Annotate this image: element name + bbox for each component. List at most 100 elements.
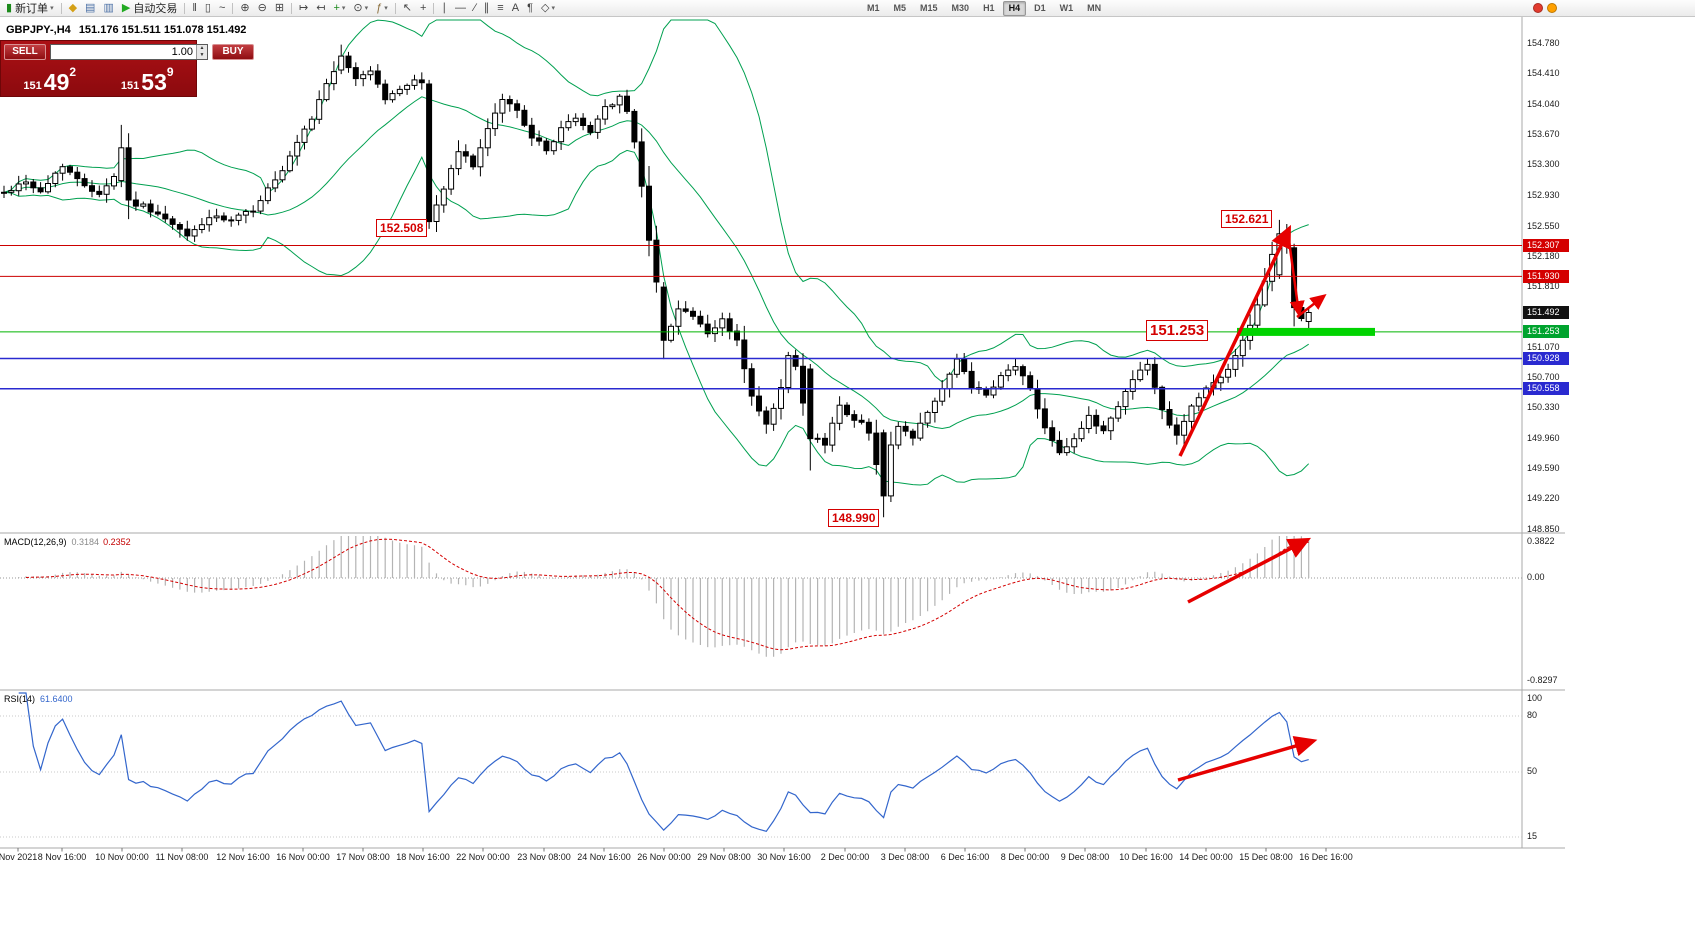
macd-axis-label: -0.8297 [1527,675,1558,685]
indicators-icon-glyph: ƒ [376,1,383,14]
price-badge-150.928: 150.928 [1523,351,1569,365]
macd-main-value: 0.3184 [71,537,100,547]
volume-increase-button[interactable]: ▲ [197,44,207,52]
date-axis-label: 12 Nov 16:00 [216,852,270,862]
buy-price[interactable]: 151 53 9 [99,62,197,96]
new-order-button-dropdown-arrow[interactable]: ▾ [50,5,54,12]
timeframe-m30[interactable]: M30 [951,3,970,13]
price-axis-label: 154.040 [1527,98,1560,109]
period-clock-icon[interactable]: ⊙ ▾ [350,1,371,16]
rsi-axis-label: 100 [1527,693,1543,703]
trendline-icon[interactable]: ∕ [471,1,479,16]
channel-icon[interactable]: ∥ [481,1,493,16]
auto-trading-button[interactable]: ▶ 自动交易 [119,1,180,16]
date-scale[interactable]: Nov 2021 8 Nov 16:00 10 Nov 00:00 11 Nov 08… [0,848,1565,868]
auto-scroll-icon[interactable]: ↦ [296,1,311,16]
price-label-148.990[interactable]: 148.990 [828,509,880,527]
timeframe-h4[interactable]: H4 [1002,1,1027,16]
timeframe-mn[interactable]: MN [1087,3,1102,13]
vertical-line-icon-glyph: ∣ [441,1,447,14]
price-scale[interactable]: 154.780 154.410 154.040 153.670 153.300 152.9… [1522,17,1582,848]
buy-price-sup: 9 [166,65,174,79]
chart-shift-icon-glyph: ↤ [316,1,326,14]
horizontal-line-icon[interactable]: — [452,1,469,16]
macd-indicator [0,536,1522,657]
period-clock-icon-glyph: ⊙ [353,1,363,14]
data-window-icon[interactable]: ▥ [100,1,116,16]
volume-field: ▲ ▼ [50,43,208,60]
shapes-icon[interactable]: ◇ ▾ [538,1,558,16]
status-dots [1533,3,1557,13]
market-watch-icon[interactable]: ▤ [82,1,98,16]
timeframe-w1[interactable]: W1 [1059,3,1074,13]
price-badge-151.253: 151.253 [1523,325,1569,339]
date-axis-label: 17 Nov 08:00 [336,852,390,862]
price-label-152.621[interactable]: 152.621 [1221,210,1273,228]
sell-price[interactable]: 151 49 2 [1,62,99,96]
toolbar: ▮ 新订单 ▾ ◆ ▤ ▥ ▶ 自动交易 ‖ ▯ ~ ⊕ ⊖ ⊞ ↦ ↤ + ▾ ⊙ ▾ ƒ ▾ ↖ + ∣ — ∕ ∥ ≡ A ¶ ◇ ▾ M… [0,0,1695,17]
toolbar-separator [291,2,293,14]
fibonacci-icon[interactable]: ≡ [494,1,506,16]
price-badge-152.307: 152.307 [1523,239,1569,253]
new-chart-icon-dropdown-arrow[interactable]: ▾ [341,5,346,12]
text-icon-glyph: A [511,1,520,14]
price-label-152.508[interactable]: 152.508 [376,219,428,237]
indicators-icon-dropdown-arrow[interactable]: ▾ [384,5,388,12]
price-axis-label: 151.070 [1527,341,1560,352]
volume-input[interactable] [51,44,196,59]
timeframe-m1[interactable]: M1 [867,3,880,13]
toolbar-separator [184,2,186,14]
trade-controls-row: SELL ▲ ▼ BUY [1,41,254,62]
date-axis-label: 2 Dec 00:00 [820,852,870,862]
label-icon-glyph: ¶ [527,1,533,14]
chart-bars-icon[interactable]: ‖ [189,1,200,16]
label-icon[interactable]: ¶ [524,1,536,16]
rsi-name: RSI(14) [4,694,36,704]
tile-windows-icon[interactable]: ⊞ [272,1,287,16]
macd-axis-label: 0.3822 [1527,536,1555,546]
new-order-button[interactable]: ▮ 新订单 ▾ [3,1,57,16]
zoom-in-icon-glyph: ⊕ [240,1,250,14]
timeframe-m15[interactable]: M15 [920,3,938,13]
sell-button[interactable]: SELL [4,43,46,60]
auto-scroll-icon-glyph: ↦ [299,1,309,14]
new-chart-icon[interactable]: + ▾ [330,1,348,16]
crosshair-icon-glyph: + [420,1,427,14]
new-order-button-label: 新订单 [15,3,49,15]
toolbar-separator [433,2,435,14]
gold-icon[interactable]: ◆ [66,1,80,16]
trend-arrows[interactable] [1177,224,1327,782]
rsi-axis-label: 80 [1527,710,1538,720]
alert-red-dot[interactable] [1533,3,1543,13]
horizontal-lines[interactable] [0,245,1522,390]
price-badge-150.558: 150.558 [1523,382,1569,396]
zoom-out-icon[interactable]: ⊖ [255,1,270,16]
crosshair-icon[interactable]: + [417,1,429,16]
price-axis-label: 150.700 [1527,372,1560,383]
timeframe-d1[interactable]: D1 [1034,3,1046,13]
vertical-line-icon[interactable]: ∣ [438,1,450,16]
new-order-button-glyph: ▮ [6,1,13,14]
zoom-in-icon[interactable]: ⊕ [237,1,252,16]
text-icon[interactable]: A [509,1,522,16]
toolbar-icons: ▮ 新订单 ▾ ◆ ▤ ▥ ▶ 自动交易 ‖ ▯ ~ ⊕ ⊖ ⊞ ↦ ↤ + ▾ ⊙ ▾ ƒ ▾ ↖ + ∣ — ∕ ∥ ≡ A ¶ ◇ ▾ [0,0,559,17]
timeframe-h1[interactable]: H1 [983,3,995,13]
period-clock-icon-dropdown-arrow[interactable]: ▾ [364,5,369,12]
cursor-icon[interactable]: ↖ [400,1,415,16]
shapes-icon-dropdown-arrow[interactable]: ▾ [551,5,555,12]
date-axis-label: 30 Nov 16:00 [757,852,811,862]
price-label-151.253[interactable]: 151.253 [1146,320,1209,341]
buy-button[interactable]: BUY [212,43,254,60]
trade-prices-row: 151 49 2 151 53 9 [1,62,196,96]
indicators-icon[interactable]: ƒ ▾ [373,1,391,16]
timeframe-m5[interactable]: M5 [893,3,907,13]
date-axis-label: 29 Nov 08:00 [697,852,751,862]
price-axis-label: 153.670 [1527,128,1560,139]
alert-orange-dot[interactable] [1547,3,1557,13]
chart-candles-icon-glyph: ▯ [204,1,211,14]
chart-candles-icon[interactable]: ▯ [202,1,214,16]
volume-decrease-button[interactable]: ▼ [197,51,207,59]
chart-shift-icon[interactable]: ↤ [313,1,328,16]
chart-line-icon[interactable]: ~ [216,1,228,16]
